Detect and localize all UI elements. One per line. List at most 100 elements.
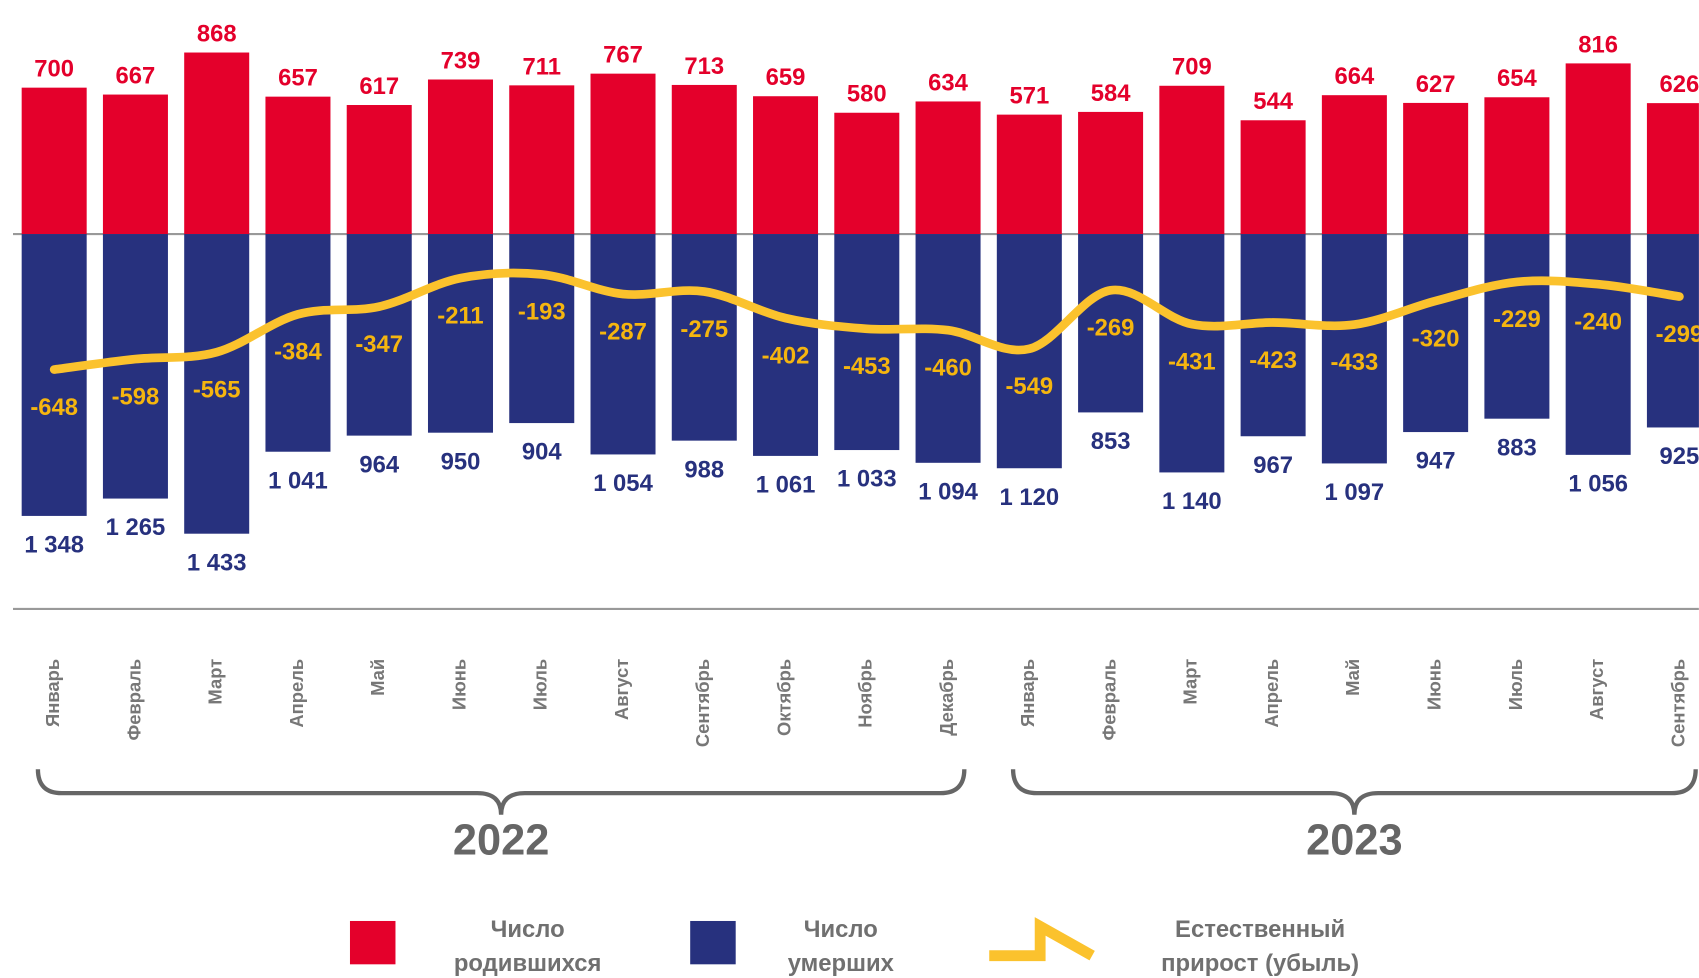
value-label: 1 140 bbox=[1162, 488, 1222, 515]
value-label: 1 061 bbox=[756, 472, 816, 499]
x-tick-label: Январь bbox=[1017, 659, 1038, 727]
line-label: -460 bbox=[924, 355, 972, 382]
x-tick-label: Декабрь bbox=[936, 659, 957, 736]
bar bbox=[1159, 234, 1225, 473]
line-label: -402 bbox=[762, 342, 810, 369]
value-label: 1 041 bbox=[268, 467, 328, 494]
bar bbox=[834, 234, 900, 451]
value-label: 853 bbox=[1091, 428, 1131, 455]
value-label: 967 bbox=[1253, 452, 1293, 479]
value-label: 816 bbox=[1578, 31, 1618, 58]
line-label: -347 bbox=[355, 331, 403, 358]
x-tick-label: Сентябрь bbox=[1667, 659, 1688, 747]
bar bbox=[1565, 234, 1631, 455]
line-label: -320 bbox=[1412, 325, 1460, 352]
bar bbox=[102, 234, 168, 499]
x-tick-label: Май bbox=[1342, 659, 1363, 696]
value-label: 571 bbox=[1009, 83, 1049, 110]
value-label: 904 bbox=[522, 439, 563, 466]
legend-swatch bbox=[349, 920, 396, 965]
bar bbox=[1565, 63, 1631, 235]
value-label: 767 bbox=[603, 42, 643, 69]
bar bbox=[184, 234, 250, 534]
value-label: 1 094 bbox=[918, 478, 978, 505]
value-label: 1 348 bbox=[24, 532, 84, 559]
bar bbox=[915, 101, 981, 235]
value-label: 883 bbox=[1497, 434, 1537, 461]
x-tick-label: Март bbox=[1180, 659, 1201, 705]
bar bbox=[1240, 234, 1306, 437]
value-label: 739 bbox=[441, 47, 481, 74]
legend-swatch bbox=[989, 917, 1095, 962]
line-label: -287 bbox=[599, 318, 647, 345]
line-label: -299 bbox=[1656, 321, 1699, 348]
value-label: 964 bbox=[359, 451, 400, 478]
bar bbox=[1321, 95, 1387, 235]
bar bbox=[102, 94, 168, 235]
x-tick-label: Май bbox=[367, 659, 388, 696]
bar bbox=[1321, 234, 1387, 464]
value-label: 584 bbox=[1091, 80, 1132, 107]
legend-swatch bbox=[690, 920, 736, 965]
bar bbox=[21, 234, 87, 516]
line-label: -565 bbox=[193, 376, 241, 403]
line-label: -423 bbox=[1249, 347, 1297, 374]
line-label: -269 bbox=[1087, 315, 1135, 342]
x-tick-label: Апрель bbox=[286, 659, 307, 728]
brace bbox=[1010, 769, 1698, 815]
line-label: -453 bbox=[843, 353, 891, 380]
bar bbox=[996, 114, 1062, 235]
value-label: 544 bbox=[1253, 88, 1294, 115]
bar bbox=[265, 96, 331, 235]
bar bbox=[184, 52, 250, 235]
value-label: 617 bbox=[359, 73, 399, 100]
bar bbox=[1078, 234, 1144, 413]
bar bbox=[834, 112, 900, 235]
bar bbox=[265, 234, 331, 452]
line-label: -275 bbox=[680, 316, 728, 343]
bar bbox=[1484, 234, 1550, 419]
bar bbox=[753, 234, 819, 456]
value-label: 667 bbox=[116, 63, 156, 90]
bar bbox=[671, 84, 737, 235]
value-label: 700 bbox=[34, 56, 74, 83]
value-label: 950 bbox=[441, 448, 481, 475]
x-tick-label: Январь bbox=[42, 659, 63, 727]
value-label: 711 bbox=[523, 53, 561, 80]
bar bbox=[346, 105, 412, 235]
x-tick-label: Август bbox=[1586, 659, 1607, 720]
x-tick-label: Март bbox=[205, 659, 226, 705]
value-label: 713 bbox=[684, 53, 724, 80]
x-tick-label: Апрель bbox=[1261, 659, 1282, 728]
value-label: 664 bbox=[1334, 63, 1375, 90]
bar bbox=[1646, 234, 1699, 428]
value-label: 659 bbox=[766, 64, 806, 91]
value-label: 947 bbox=[1416, 448, 1456, 475]
value-label: 868 bbox=[197, 20, 237, 47]
bar bbox=[1159, 85, 1225, 235]
bar bbox=[346, 234, 412, 436]
brace bbox=[35, 769, 967, 815]
bar bbox=[1484, 97, 1550, 235]
value-label: 925 bbox=[1660, 443, 1699, 470]
value-label: 709 bbox=[1172, 54, 1212, 81]
bar bbox=[590, 234, 656, 455]
x-tick-label: Февраль bbox=[123, 659, 144, 741]
value-label: 1 433 bbox=[187, 549, 247, 576]
line-label: -431 bbox=[1168, 348, 1216, 375]
value-label: 627 bbox=[1416, 71, 1456, 98]
x-tick-label: Февраль bbox=[1098, 659, 1119, 741]
bar bbox=[509, 85, 575, 235]
line-label: -648 bbox=[30, 394, 78, 421]
bar bbox=[915, 234, 981, 463]
value-label: 657 bbox=[278, 65, 318, 92]
x-tick-label: Июнь bbox=[1423, 659, 1444, 710]
x-tick-label: Ноябрь bbox=[855, 659, 876, 728]
x-tick-label: Июнь bbox=[448, 659, 469, 710]
line-label: -384 bbox=[274, 339, 322, 366]
line-label: -240 bbox=[1574, 309, 1622, 336]
value-label: 634 bbox=[928, 69, 969, 96]
value-label: 580 bbox=[847, 81, 887, 108]
